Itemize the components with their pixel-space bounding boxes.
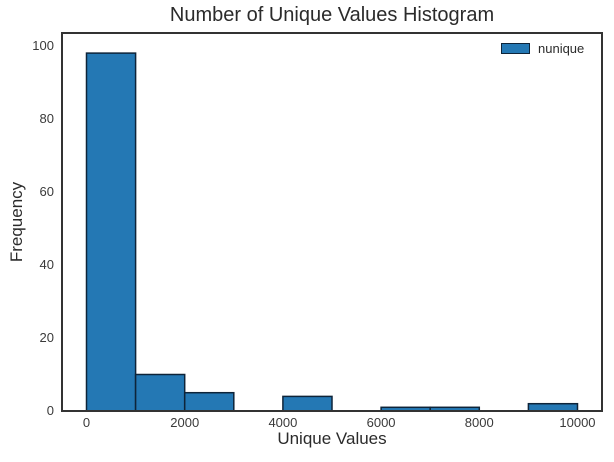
axes-frame [61,32,603,412]
histogram-bar [282,395,333,412]
chart-title: Number of Unique Values Histogram [169,4,495,26]
x-tick-label: 0 [82,415,91,430]
y-tick-label: 60 [39,183,54,199]
histogram-bar [183,391,235,412]
y-tick-label: 20 [39,329,54,345]
legend-label: nunique [538,41,585,56]
y-tick-label: 0 [46,403,54,418]
x-tick-label: 2000 [170,415,200,430]
x-tick-label: 10000 [559,415,596,430]
y-tick-label: 40 [39,256,54,272]
x-tick-label: 4000 [268,415,298,430]
histogram-bar [527,402,579,412]
x-tick-label: 6000 [366,415,396,430]
histogram-bar [85,52,137,412]
x-axis-label: Unique Values [277,429,387,448]
histogram-bar [134,373,186,412]
legend: nunique [501,42,584,55]
x-tick-label: 8000 [464,415,494,430]
legend-swatch-icon [501,43,530,54]
y-tick-label: 80 [39,110,54,126]
y-tick-label: 100 [32,37,54,53]
